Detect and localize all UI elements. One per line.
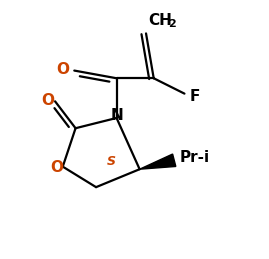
Text: S: S	[107, 155, 115, 168]
Text: N: N	[111, 108, 124, 123]
Text: O: O	[50, 160, 63, 175]
Text: Pr-i: Pr-i	[179, 150, 210, 165]
Text: F: F	[190, 89, 200, 104]
Text: 2: 2	[168, 19, 176, 29]
Text: O: O	[41, 92, 54, 107]
Text: O: O	[56, 62, 69, 77]
Text: CH: CH	[148, 13, 172, 28]
Polygon shape	[140, 154, 176, 169]
